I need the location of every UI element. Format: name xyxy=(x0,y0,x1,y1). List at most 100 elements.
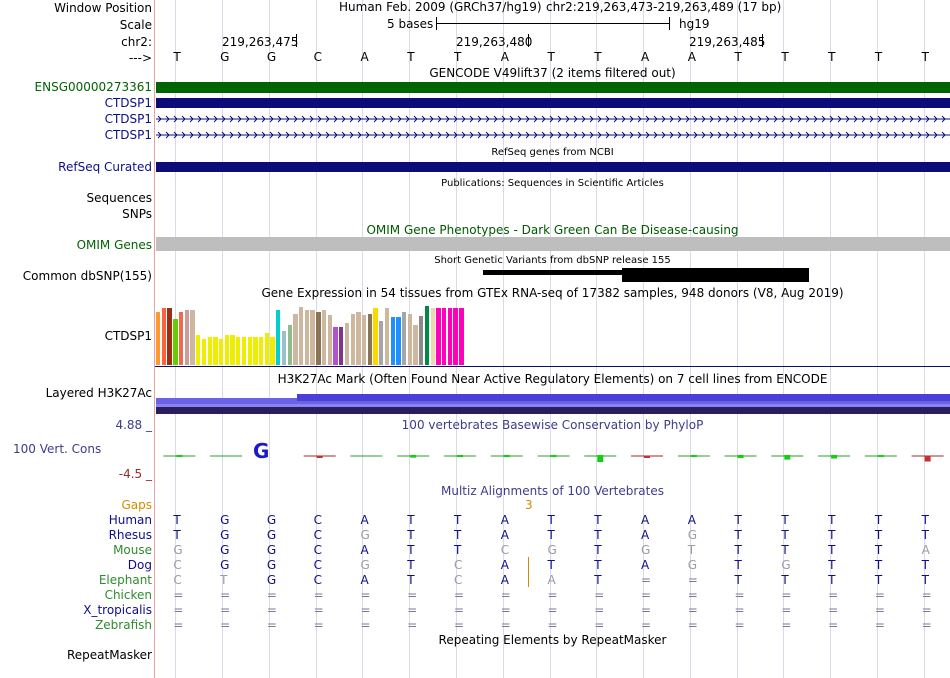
phylop-score-mark[interactable] xyxy=(690,455,697,457)
gtex-tissue-bar[interactable] xyxy=(361,315,367,365)
gtex-tissue-bar[interactable] xyxy=(241,337,247,365)
gtex-tissue-bar[interactable] xyxy=(402,312,407,365)
gtex-tissue-bar[interactable] xyxy=(407,314,413,365)
snps-label[interactable]: SNPs xyxy=(122,207,152,221)
gtex-tissue-bar[interactable] xyxy=(299,307,304,365)
phylop-score-mark[interactable] xyxy=(877,455,884,457)
gtex-label[interactable]: CTDSP1 xyxy=(104,329,152,343)
gencode-row-label[interactable]: CTDSP1 xyxy=(104,128,152,142)
gtex-tissue-bar[interactable] xyxy=(184,310,189,365)
gtex-tissue-bar[interactable] xyxy=(236,337,241,365)
gtex-tissue-bar[interactable] xyxy=(396,317,401,365)
gtex-tissue-bar[interactable] xyxy=(367,314,372,365)
species-label[interactable]: Chicken xyxy=(104,588,152,602)
species-label[interactable]: Zebrafish xyxy=(95,618,152,632)
gtex-tissue-bar[interactable] xyxy=(173,319,178,365)
gtex-tissue-bar[interactable] xyxy=(264,333,270,365)
gtex-tissue-bar[interactable] xyxy=(413,325,418,365)
gtex-tissue-bar[interactable] xyxy=(356,312,361,365)
gtex-tissue-bar[interactable] xyxy=(344,323,350,365)
phylop-score-mark[interactable] xyxy=(924,456,931,462)
gtex-tissue-bar[interactable] xyxy=(379,321,384,365)
gtex-tissue-bar[interactable] xyxy=(373,308,378,365)
dbsnp-variant-bar[interactable] xyxy=(622,268,809,282)
gtex-tissue-bar[interactable] xyxy=(218,339,224,365)
gtex-tissue-bar[interactable] xyxy=(430,308,435,365)
h3k27ac-signal-layer[interactable] xyxy=(156,398,950,404)
omim-label[interactable]: OMIM Genes xyxy=(76,238,152,252)
gtex-tissue-bar[interactable] xyxy=(447,308,453,365)
ensg-gene-bar[interactable] xyxy=(156,82,950,93)
gtex-tissue-bar[interactable] xyxy=(390,317,395,365)
gtex-tissue-bar[interactable] xyxy=(281,331,287,365)
phylop-score-mark[interactable] xyxy=(644,456,651,458)
gtex-tissue-bar[interactable] xyxy=(350,314,355,365)
gtex-tissue-bar[interactable] xyxy=(253,337,258,365)
species-label[interactable]: Mouse xyxy=(113,543,152,557)
phylop-score-mark[interactable] xyxy=(550,455,557,457)
gtex-tissue-bar[interactable] xyxy=(259,337,264,365)
gtex-tissue-bar[interactable] xyxy=(207,337,212,365)
phylop-score-mark[interactable] xyxy=(831,455,838,459)
ctdsp1-exon-bar[interactable] xyxy=(156,98,950,108)
gtex-tissue-bar[interactable] xyxy=(156,312,161,365)
gtex-tissue-bar[interactable] xyxy=(276,310,281,365)
gencode-row-label[interactable]: ENSG00000273361 xyxy=(34,80,152,94)
gtex-tissue-bar[interactable] xyxy=(419,316,424,365)
phylop-score-mark[interactable] xyxy=(784,455,791,460)
gencode-row-label[interactable]: CTDSP1 xyxy=(104,112,152,126)
phylop-score-mark[interactable] xyxy=(316,456,323,458)
gtex-tissue-bar[interactable] xyxy=(453,308,458,365)
phylop-score-mark[interactable] xyxy=(410,455,417,458)
refseq-gene-bar[interactable] xyxy=(156,162,950,172)
gtex-tissue-bar[interactable] xyxy=(304,310,310,365)
gtex-tissue-bar[interactable] xyxy=(224,335,229,365)
species-label[interactable]: Elephant xyxy=(98,573,152,587)
publications-label[interactable]: Sequences xyxy=(86,191,152,205)
phylop-score-mark[interactable] xyxy=(456,455,463,457)
species-label[interactable]: X_tropicalis xyxy=(83,603,152,617)
species-label[interactable]: Rhesus xyxy=(108,528,152,542)
h3k27ac-label[interactable]: Layered H3K27Ac xyxy=(45,386,152,400)
repeatmasker-label[interactable]: RepeatMasker xyxy=(66,648,152,662)
phylop-score-mark[interactable] xyxy=(737,455,744,459)
gtex-tissue-bar[interactable] xyxy=(436,308,441,365)
gtex-tissue-bar[interactable] xyxy=(459,308,464,365)
gtex-tissue-bar[interactable] xyxy=(167,308,172,365)
species-label[interactable]: Human xyxy=(108,513,152,527)
gtex-tissue-bar[interactable] xyxy=(293,314,298,365)
gtex-tissue-bar[interactable] xyxy=(287,325,292,365)
gtex-tissue-bar[interactable] xyxy=(161,308,167,365)
dbsnp-label[interactable]: Common dbSNP(155) xyxy=(22,269,152,283)
omim-gene-bar[interactable] xyxy=(156,237,950,251)
gtex-tissue-bar[interactable] xyxy=(442,308,447,365)
species-label[interactable]: Dog xyxy=(127,558,152,572)
ctdsp1-intron-line[interactable] xyxy=(156,113,950,125)
gtex-tissue-bar[interactable] xyxy=(327,315,332,365)
gtex-tissue-bar[interactable] xyxy=(230,335,235,365)
gtex-tissue-bar[interactable] xyxy=(384,308,390,365)
gtex-tissue-bar[interactable] xyxy=(339,327,344,365)
gtex-tissue-bar[interactable] xyxy=(190,310,195,365)
gtex-tissue-bar[interactable] xyxy=(321,310,327,365)
gtex-tissue-bar[interactable] xyxy=(310,310,315,365)
gtex-tissue-bar[interactable] xyxy=(178,312,184,365)
gencode-row-label[interactable]: CTDSP1 xyxy=(104,96,152,110)
gtex-tissue-bar[interactable] xyxy=(196,335,201,365)
gtex-tissue-bar[interactable] xyxy=(247,337,252,365)
phylop-label[interactable]: 100 Vert. Cons xyxy=(13,442,102,456)
gtex-tissue-bar[interactable] xyxy=(424,306,430,365)
phylop-signal[interactable]: G xyxy=(156,436,950,476)
h3k27ac-signal-layer[interactable] xyxy=(156,404,950,407)
gtex-tissue-bar[interactable] xyxy=(213,337,218,365)
gtex-tissue-bar[interactable] xyxy=(316,312,321,365)
gtex-tissue-bar[interactable] xyxy=(270,337,275,365)
gtex-tissue-bar[interactable] xyxy=(333,327,338,365)
gtex-tissue-bar[interactable] xyxy=(201,339,207,365)
refseq-label[interactable]: RefSeq Curated xyxy=(58,160,152,174)
h3k27ac-signal-layer[interactable] xyxy=(297,394,950,401)
phylop-score-mark[interactable] xyxy=(176,455,183,457)
phylop-score-mark[interactable] xyxy=(503,455,510,457)
ctdsp1-intron-line[interactable] xyxy=(156,129,950,141)
phylop-score-mark[interactable] xyxy=(597,455,604,462)
